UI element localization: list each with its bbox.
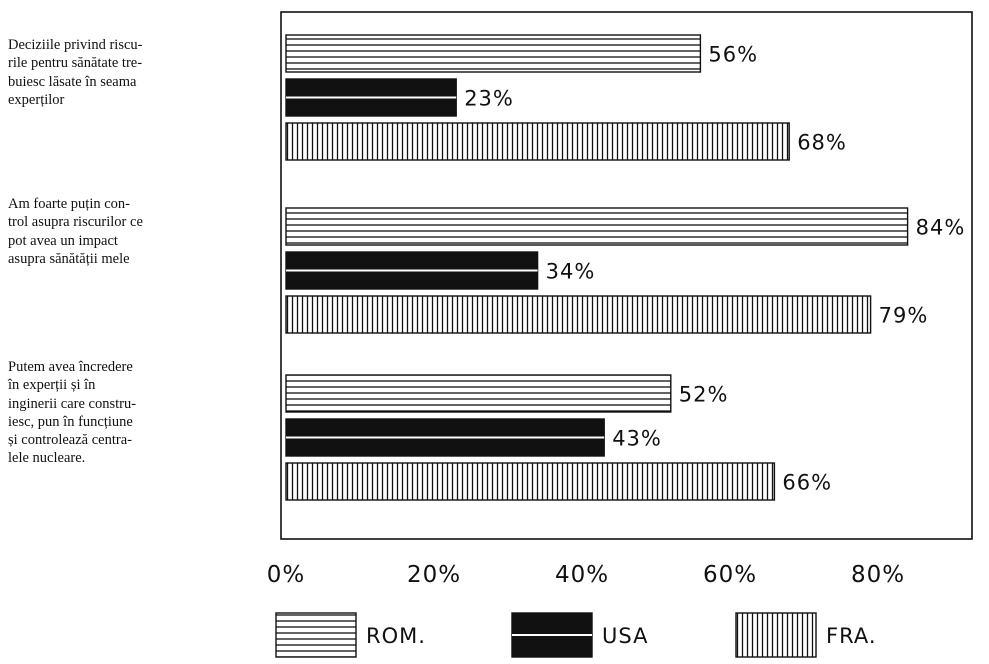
x-tick-label: 60% xyxy=(703,562,757,588)
x-tick-label: 40% xyxy=(555,562,609,588)
bar-rom-q3 xyxy=(285,374,672,413)
value-label-usa-q1: 23% xyxy=(464,87,514,111)
value-label-usa-q2: 34% xyxy=(546,260,596,284)
legend: ROM. USA FRA. xyxy=(275,612,877,658)
question-2-line: Am foarte puțin con- xyxy=(8,196,131,212)
x-tick-label: 0% xyxy=(267,562,306,588)
x-tick-label: 20% xyxy=(407,562,461,588)
question-1-line: experților xyxy=(8,91,65,108)
bar-rom-q1 xyxy=(285,34,702,73)
bar-fra-q1 xyxy=(285,122,790,161)
legend-label-usa: USA xyxy=(602,624,648,648)
legend-label-fra: FRA. xyxy=(826,624,877,648)
plot-frame xyxy=(280,11,973,540)
value-label-rom-q3: 52% xyxy=(679,383,729,407)
bar-rom-q2 xyxy=(285,207,909,246)
question-2-line: trol asupra riscurilor ce xyxy=(8,214,143,231)
x-tick-label: 80% xyxy=(851,562,905,588)
value-label-fra-q1: 68% xyxy=(797,131,847,155)
question-3-line: în experții și în xyxy=(8,377,96,394)
value-label-usa-q3: 43% xyxy=(612,427,662,451)
question-1-line: rile pentru sănătate tre- xyxy=(8,55,143,72)
question-2-text: Am foarte puțin con- trol asupra riscuri… xyxy=(8,195,240,268)
value-label-rom-q2: 84% xyxy=(916,216,966,240)
question-3-line: și controlează centra- xyxy=(8,432,132,449)
question-3-line: Putem avea încredere xyxy=(8,359,133,375)
legend-label-rom: ROM. xyxy=(366,624,426,648)
legend-swatch-fra xyxy=(735,612,817,658)
question-3-text: Putem avea încredere în experții și în i… xyxy=(8,358,240,468)
question-1-text: Deciziile privind riscu- rile pentru săn… xyxy=(8,36,240,109)
question-2-line: asupra sănătății mele xyxy=(8,250,130,267)
bar-fra-q2 xyxy=(285,295,872,334)
question-3-line: iesc, pun în funcțiune xyxy=(8,413,133,430)
question-2-line: pot avea un impact xyxy=(8,232,118,249)
x-axis-ticks: 0% 20% 40% 60% 80% xyxy=(267,562,905,588)
question-1-line: Deciziile privind riscu- xyxy=(8,37,143,53)
value-label-rom-q1: 56% xyxy=(708,43,758,67)
bar-group: 56% 23% 68% 84% 34% 79% 52% 43% 66% xyxy=(285,34,966,501)
value-label-fra-q3: 66% xyxy=(782,471,832,495)
question-3-line: lele nucleare. xyxy=(8,450,86,467)
question-1-line: buiesc lăsate în seama xyxy=(8,73,137,90)
question-3-line: inginerii care constru- xyxy=(8,395,137,412)
legend-swatch-rom xyxy=(275,612,357,658)
value-label-fra-q2: 79% xyxy=(879,304,929,328)
bar-fra-q3 xyxy=(285,462,776,501)
